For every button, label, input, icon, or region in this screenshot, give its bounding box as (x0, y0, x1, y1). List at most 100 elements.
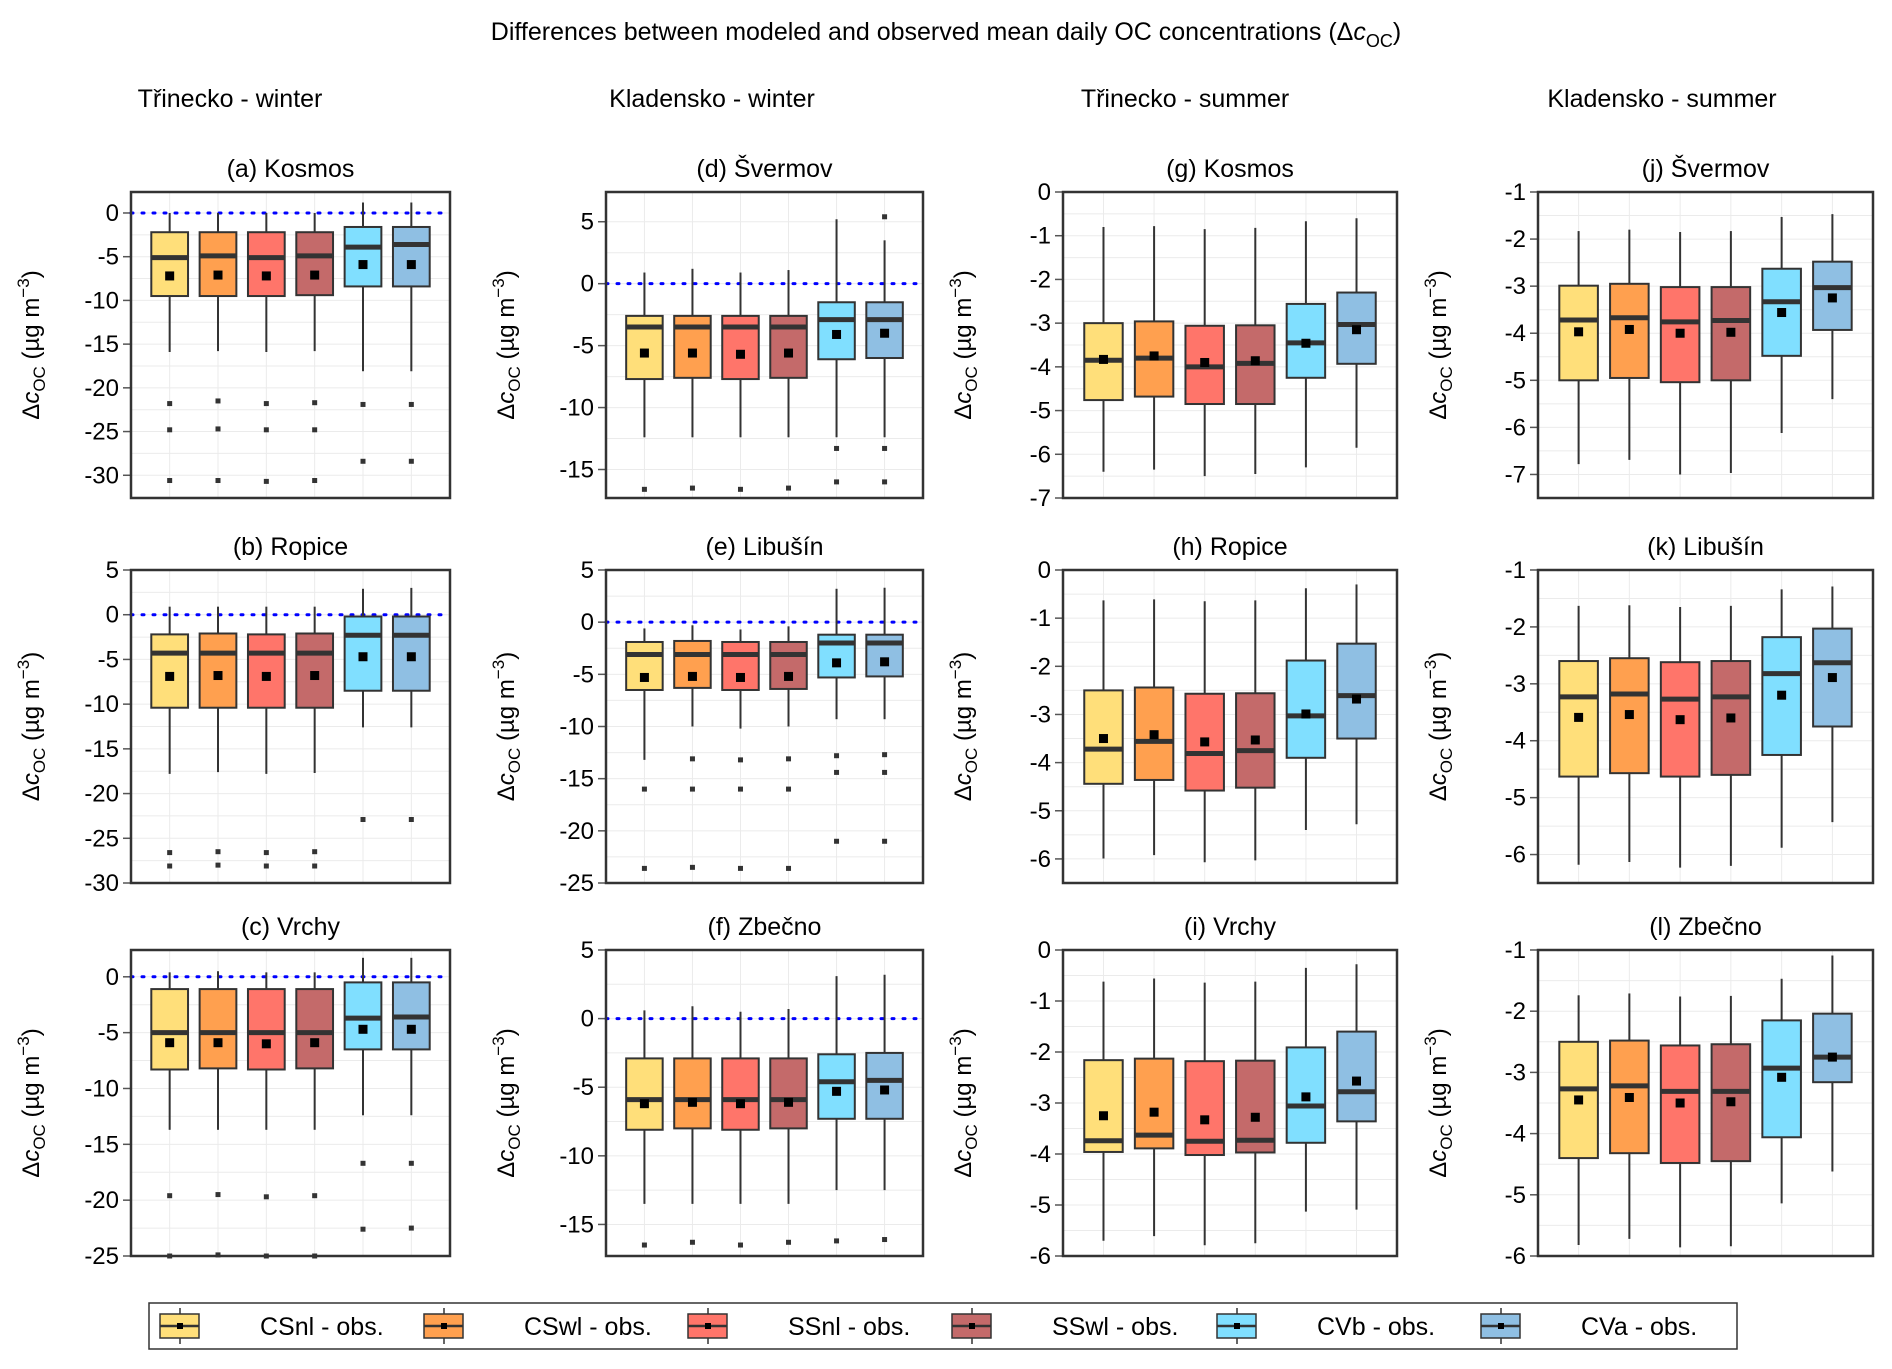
mean-marker (735, 672, 745, 682)
iqr-box (246, 988, 286, 1071)
legend-label: CSnl - obs. (260, 1313, 384, 1341)
mean-marker (165, 1038, 175, 1048)
box-SSnl (1659, 996, 1701, 1248)
box-CVb (1285, 588, 1327, 831)
box-CSwl (673, 1006, 712, 1245)
box-SSnl (1184, 229, 1225, 477)
y-tick-label: -15 (84, 736, 119, 763)
box-CSwl (1133, 226, 1175, 470)
box-CSnl (150, 606, 190, 869)
legend: CSnl - obs. CSwl - obs. SSnl - obs. SSwl - … (148, 1302, 1738, 1350)
panel-border (604, 948, 925, 1258)
panel-title: (i) Vrchy (1184, 913, 1277, 941)
box-SSwl (1710, 605, 1752, 866)
y-tick-label: -6 (1030, 441, 1051, 468)
panel-e: 5 0 -5 -10 -15 -20 -25 (e) Libušín ΔcOC (µg m−3) (489, 533, 925, 897)
y-tick-label: -2 (1505, 226, 1526, 253)
mean-marker (687, 348, 697, 358)
y-tick-label: -1 (1505, 557, 1526, 584)
outlier-point (215, 426, 221, 432)
mean-marker (310, 1038, 320, 1048)
box-CSnl (1083, 226, 1124, 472)
mean-marker (1624, 324, 1634, 334)
box-CVb (1285, 967, 1327, 1212)
mean-marker (1200, 737, 1210, 747)
box-SSwl (769, 270, 808, 491)
y-tick-label: -15 (84, 1131, 119, 1158)
panel-h: 0 -1 -2 -3 -4 -5 -6 (h) Ropice ΔcOC (µg m−3) (946, 533, 1399, 885)
y-tick-label: -4 (1505, 1121, 1526, 1148)
panel-border (1061, 190, 1399, 500)
panel-title: (g) Kosmos (1166, 155, 1294, 183)
y-tick-label: -3 (1505, 671, 1526, 698)
box-CSwl (1609, 605, 1650, 862)
panel-b: 5 0 -5 -10 -15 -20 -25 -30 (b) Ropice ΔcOC (µg m−… (14, 533, 452, 897)
legend-item: CVb - obs. (1216, 1308, 1435, 1344)
y-tick-label: -1 (1505, 179, 1526, 206)
outlier-point (689, 1239, 695, 1245)
outlier-point (641, 1242, 647, 1248)
panel-border (1061, 568, 1399, 885)
legend-label: SSnl - obs. (788, 1313, 910, 1341)
outlier-point (360, 401, 366, 407)
box-SSwl (1235, 227, 1276, 474)
box-CVa (391, 202, 431, 464)
mean-marker (1777, 690, 1787, 700)
box-CSnl (150, 972, 190, 1259)
box-SSwl (295, 606, 335, 869)
y-tick-label: -5 (98, 1020, 119, 1047)
y-tick-label: -2 (1030, 653, 1051, 680)
y-axis-label: ΔcOC (µg m−3) (946, 1028, 981, 1177)
y-tick-label: 0 (106, 200, 119, 227)
mean-marker (213, 671, 223, 681)
panel-k: -1 -2 -3 -4 -5 -6 (k) Libušín ΔcOC (µg m−3) (1421, 533, 1875, 885)
y-tick-label: -4 (1505, 728, 1526, 755)
y-tick-label: 0 (581, 271, 594, 298)
outlier-point (689, 485, 695, 491)
outlier-point (408, 401, 414, 407)
y-tick-label: 5 (106, 557, 119, 584)
y-tick-label: -5 (1505, 1182, 1526, 1209)
outlier-point (167, 850, 173, 856)
outlier-point (882, 214, 888, 220)
panel-i: 0 -1 -2 -3 -4 -5 -6 (i) Vrchy ΔcOC (µg m−3) (946, 913, 1399, 1270)
y-tick-label: -6 (1505, 414, 1526, 441)
outlier-point (882, 445, 888, 451)
mean-marker (1352, 1076, 1362, 1086)
y-tick-label: 0 (1038, 557, 1051, 584)
mean-marker (784, 1097, 794, 1107)
box-SSnl (721, 629, 760, 871)
panel-c: 0 -5 -10 -15 -20 -25 (c) Vrchy ΔcOC (µg m−3) (14, 913, 452, 1270)
mean-marker (1574, 327, 1584, 337)
outlier-point (882, 1237, 888, 1243)
box-CVb (817, 976, 856, 1244)
box-CSwl (1609, 229, 1650, 460)
box-CVa (1336, 584, 1377, 825)
box-CSnl (1083, 600, 1124, 859)
iqr-box (150, 988, 190, 1071)
outlier-point (737, 1242, 743, 1248)
y-tick-label: -5 (1505, 367, 1526, 394)
mean-marker (1777, 308, 1787, 318)
iqr-box (1336, 1030, 1377, 1123)
outlier-point (641, 486, 647, 492)
box-CSwl (198, 971, 238, 1258)
mean-marker (1726, 1097, 1736, 1107)
box-SSwl (295, 972, 335, 1259)
mean-marker (1098, 1111, 1108, 1121)
box-CSnl (625, 272, 664, 492)
box-CSwl (1609, 993, 1650, 1239)
outlier-point (689, 864, 695, 870)
y-axis-label: ΔcOC (µg m−3) (14, 1028, 49, 1177)
panel-title: (f) Zbečno (708, 913, 822, 941)
y-tick-label: -2 (1030, 1039, 1051, 1066)
mean-marker (358, 1024, 368, 1034)
y-tick-label: -5 (98, 646, 119, 673)
outlier-point (167, 863, 173, 869)
y-tick-label: 0 (106, 602, 119, 629)
mean-marker (1624, 710, 1634, 720)
mean-marker (880, 328, 890, 338)
mean-marker (1149, 730, 1159, 740)
legend-label: CVa - obs. (1581, 1313, 1697, 1341)
legend-label: SSwl - obs. (1052, 1313, 1178, 1341)
